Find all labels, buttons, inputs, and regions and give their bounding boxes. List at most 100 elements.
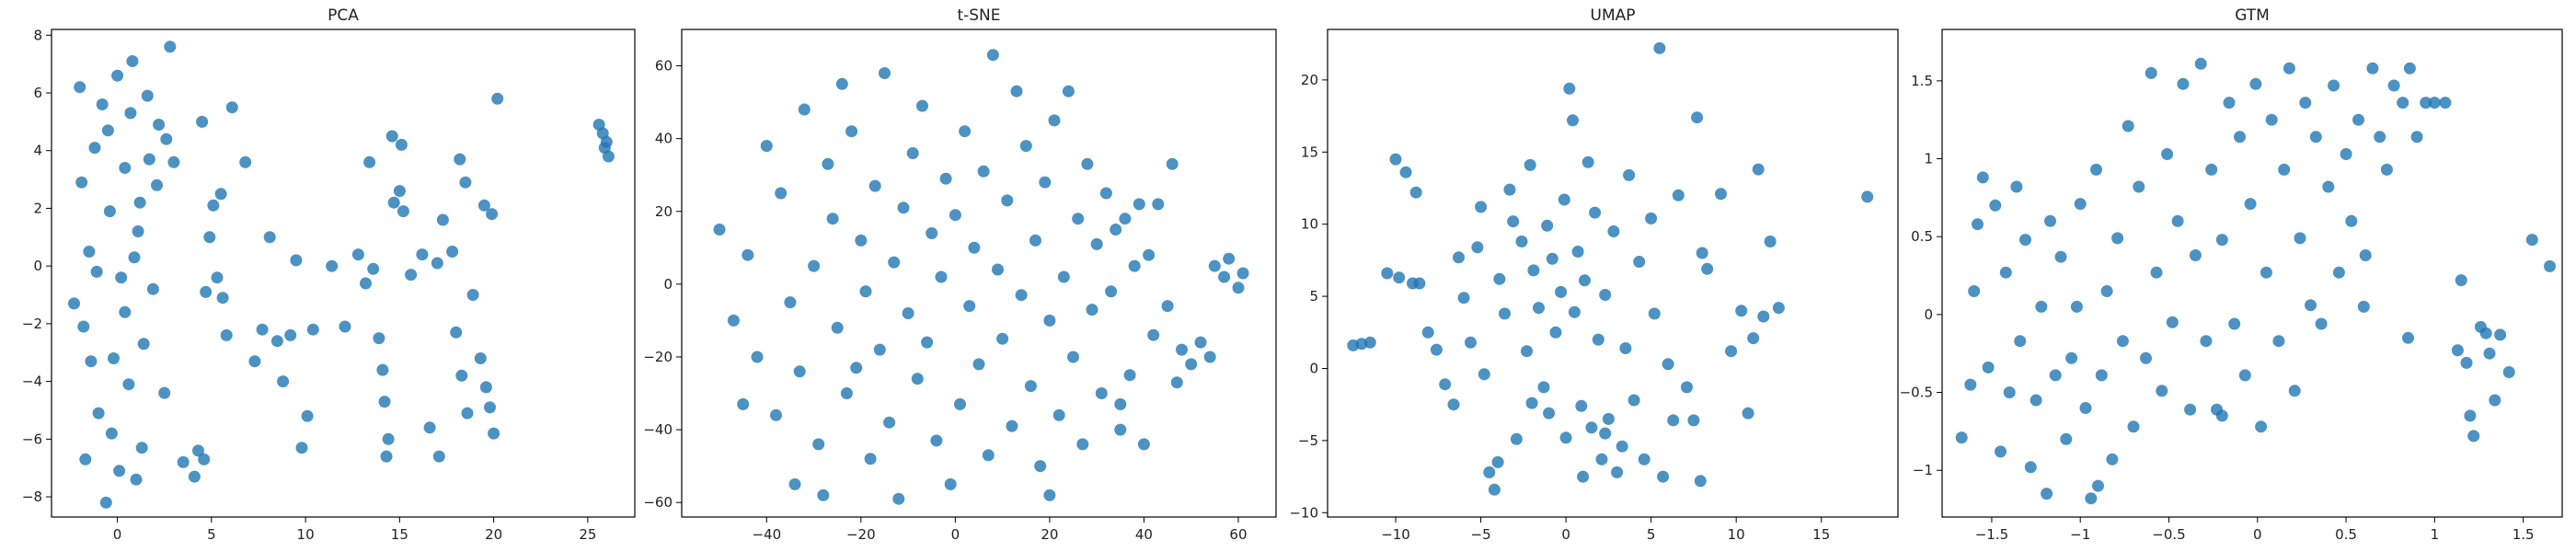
data-point xyxy=(75,176,88,189)
data-point xyxy=(277,375,290,388)
data-point xyxy=(954,397,966,410)
data-point xyxy=(793,365,806,378)
data-point xyxy=(270,335,283,348)
data-point xyxy=(1691,111,1704,124)
data-point xyxy=(1687,414,1700,427)
data-point xyxy=(1447,398,1460,411)
data-point xyxy=(196,115,209,128)
data-point xyxy=(2299,97,2312,109)
data-point xyxy=(775,187,788,200)
data-point xyxy=(99,496,112,509)
data-point xyxy=(1589,206,1602,219)
data-point xyxy=(2140,351,2152,364)
y-tick-label: 0 xyxy=(1309,360,1318,376)
x-tick-label: 10 xyxy=(1728,526,1745,543)
data-point xyxy=(812,438,825,451)
data-point xyxy=(151,178,163,191)
tsne-title: t-SNE xyxy=(957,6,1000,25)
data-point xyxy=(1645,212,1658,224)
data-point xyxy=(1052,408,1065,421)
pca-title: PCA xyxy=(328,6,359,25)
data-point xyxy=(911,373,924,385)
data-point xyxy=(2494,328,2507,341)
data-point xyxy=(200,285,213,298)
data-point xyxy=(996,332,1009,345)
y-tick-label: −6 xyxy=(22,431,42,447)
data-point xyxy=(486,208,499,221)
data-point xyxy=(2410,131,2423,144)
data-point xyxy=(225,101,238,114)
data-point xyxy=(892,492,905,505)
data-point xyxy=(248,355,261,368)
data-point xyxy=(351,248,364,261)
data-point xyxy=(1752,163,1765,176)
data-point xyxy=(713,224,726,236)
data-point xyxy=(727,314,740,327)
gtm-plot-frame xyxy=(1941,29,2563,518)
gtm-points xyxy=(1955,57,2556,505)
gtm-panel: GTM −1.5 −1 −0.5 0 0.5 1 1.5 −1 −0.5 0 0.5 1 1.5 xyxy=(1900,6,2563,543)
y-tick-label: 10 xyxy=(1301,216,1318,233)
data-point xyxy=(2014,335,2027,348)
data-point xyxy=(977,165,990,178)
data-point xyxy=(1185,358,1198,371)
y-tick-label: 15 xyxy=(1301,144,1318,160)
y-tick-label: 0 xyxy=(33,258,42,274)
data-point xyxy=(1657,470,1670,483)
data-point xyxy=(423,421,436,434)
data-point xyxy=(74,81,86,94)
data-point xyxy=(1976,171,1989,184)
data-point xyxy=(1575,399,1588,412)
data-point xyxy=(2070,300,2083,313)
data-point xyxy=(1090,237,1103,250)
x-tick-label: 0 xyxy=(113,526,122,543)
data-point xyxy=(1099,187,1112,200)
data-point xyxy=(2044,214,2056,227)
data-point xyxy=(2357,300,2370,313)
data-point xyxy=(808,259,821,272)
data-point xyxy=(158,386,171,399)
data-point xyxy=(192,444,204,457)
data-point xyxy=(1409,186,1422,199)
data-point xyxy=(474,352,487,364)
data-point xyxy=(1123,369,1136,382)
data-point xyxy=(2065,351,2078,364)
data-point xyxy=(214,188,227,201)
data-point xyxy=(1114,423,1127,436)
data-point xyxy=(2283,62,2295,75)
data-point xyxy=(2397,97,2409,109)
data-point xyxy=(1701,262,1714,275)
data-point xyxy=(1119,213,1132,225)
umap-title: UMAP xyxy=(1591,6,1636,25)
data-point xyxy=(1488,483,1501,496)
data-point xyxy=(88,142,101,155)
data-point xyxy=(1735,305,1748,317)
data-point xyxy=(2340,148,2352,160)
data-point xyxy=(2074,198,2087,211)
data-point xyxy=(132,225,144,237)
data-point xyxy=(1592,333,1604,346)
data-point xyxy=(1543,407,1556,420)
data-point xyxy=(986,49,999,62)
data-point xyxy=(1968,285,1981,297)
data-point xyxy=(256,323,269,336)
data-point xyxy=(124,107,137,120)
data-point xyxy=(2288,385,2301,397)
data-point xyxy=(1555,285,1568,298)
data-point xyxy=(1541,219,1554,232)
data-point xyxy=(1581,155,1594,168)
data-point xyxy=(2345,214,2358,227)
data-point xyxy=(1619,342,1632,354)
data-point xyxy=(1152,198,1165,211)
data-point xyxy=(360,277,372,290)
data-point xyxy=(859,285,872,298)
data-point xyxy=(959,125,972,138)
data-point xyxy=(2502,366,2515,378)
y-tick-label: −2 xyxy=(22,316,42,332)
x-tick-label: 25 xyxy=(579,526,596,543)
data-point xyxy=(1170,376,1183,389)
data-point xyxy=(2161,148,2174,160)
data-point xyxy=(1742,407,1754,420)
data-point xyxy=(2244,198,2257,211)
data-point xyxy=(1389,153,1402,166)
